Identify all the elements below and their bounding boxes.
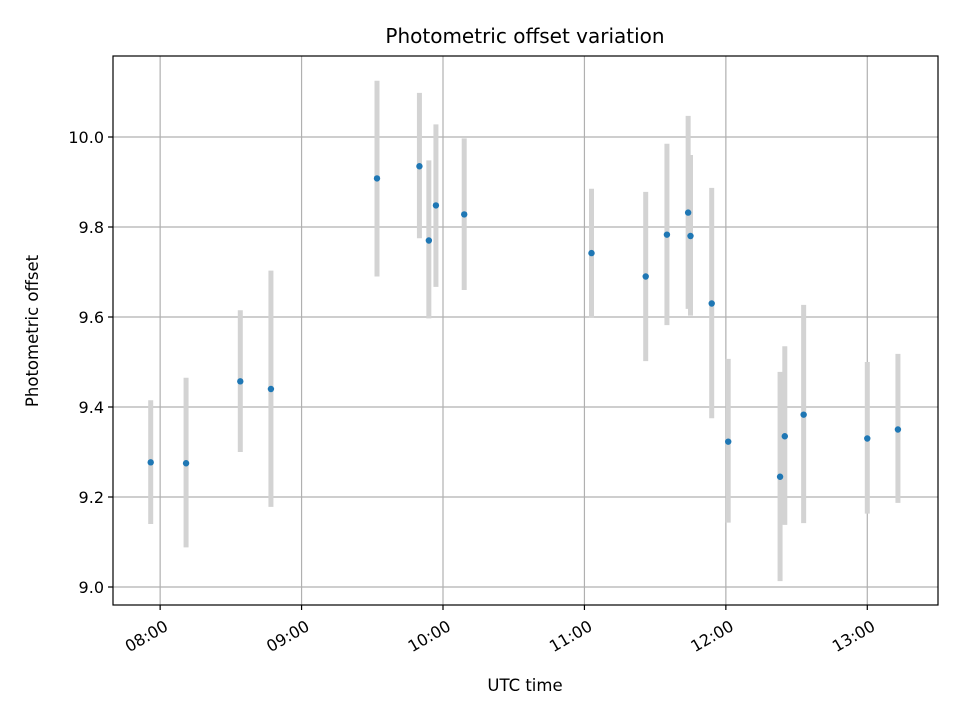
data-point [182, 460, 190, 467]
y-tick-label: 10.0 [68, 128, 104, 147]
y-tick-label: 9.0 [79, 578, 104, 597]
data-point [781, 433, 788, 440]
y-tick-label: 9.4 [79, 398, 104, 417]
data-point [425, 237, 433, 244]
data-point [708, 300, 715, 307]
grid-layer [113, 56, 938, 605]
data-point [373, 175, 381, 182]
data-point [432, 202, 440, 209]
data-point [461, 211, 468, 218]
data-point [267, 385, 275, 393]
data-point [687, 232, 694, 240]
y-tick-label: 9.2 [79, 488, 104, 507]
y-tick-label: 9.8 [79, 218, 104, 237]
y-tick-label: 9.6 [79, 308, 104, 327]
data-point [684, 209, 692, 216]
point-layer [147, 163, 902, 480]
data-point [642, 273, 649, 280]
x-axis-label: UTC time [487, 676, 562, 695]
data-point [663, 231, 671, 238]
data-point [147, 459, 154, 466]
data-point [725, 438, 732, 445]
data-point [864, 435, 871, 442]
data-point [800, 411, 807, 418]
data-point [237, 378, 244, 385]
data-point [894, 426, 902, 433]
data-point [776, 473, 784, 480]
y-axis-label: Photometric offset [23, 254, 42, 407]
data-point [588, 249, 595, 257]
chart-title: Photometric offset variation [385, 24, 664, 48]
data-point [416, 163, 423, 170]
plot-frame [112, 55, 939, 606]
